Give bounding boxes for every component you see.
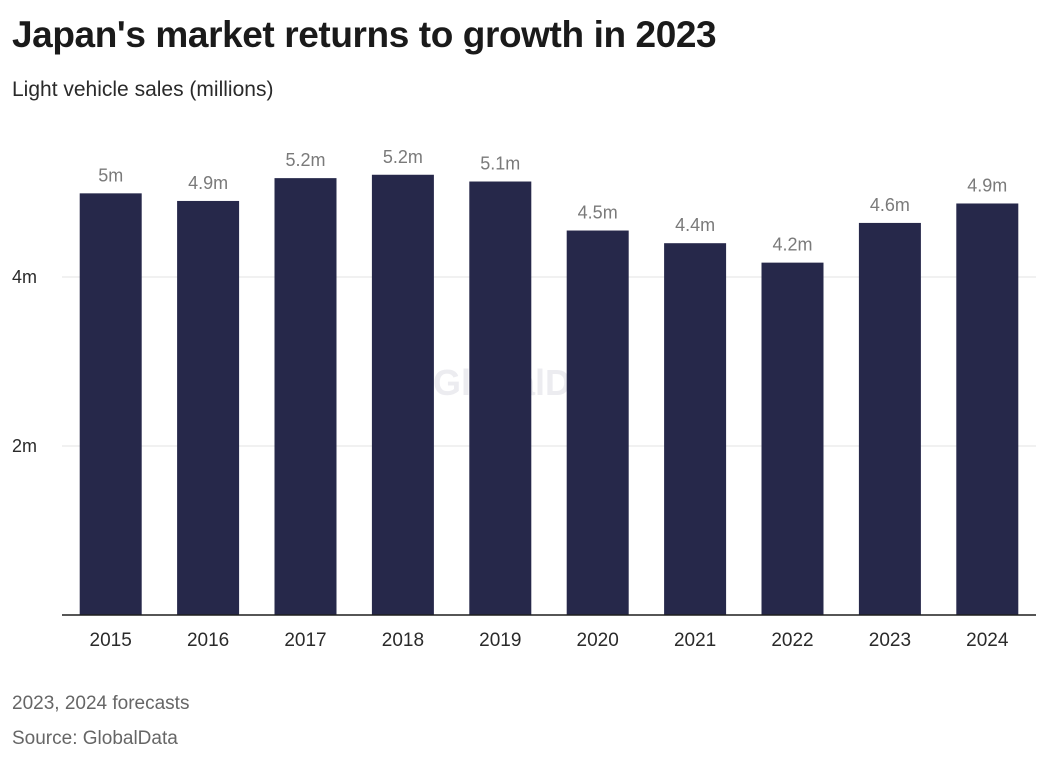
y-tick-label: 4m [12, 267, 37, 287]
bar-2019 [469, 181, 532, 615]
x-tick-label-2024: 2024 [966, 630, 1009, 651]
x-tick-label-2022: 2022 [771, 630, 813, 651]
data-label-2024: 4.9m [967, 175, 1007, 195]
bar-2023 [858, 222, 921, 616]
bar-chart: GlobalData 5m4.9m5.2m5.2m5.1m4.5m4.4m4.2… [12, 147, 1036, 651]
y-tick-label: 2m [12, 436, 37, 456]
x-tick-label-2019: 2019 [479, 630, 521, 651]
x-tick-label-2021: 2021 [674, 630, 716, 651]
x-tick-label-2020: 2020 [577, 630, 619, 651]
data-label-2022: 4.2m [772, 235, 812, 255]
x-tick-label-2016: 2016 [187, 630, 229, 651]
data-label-2015: 5m [98, 165, 123, 185]
data-label-2023: 4.6m [870, 195, 910, 215]
x-tick-label-2023: 2023 [869, 630, 911, 651]
data-label-2020: 4.5m [578, 203, 618, 223]
bar-2021 [664, 243, 727, 615]
bar-2020 [566, 230, 629, 615]
bar-2022 [761, 262, 824, 615]
data-label-2016: 4.9m [188, 173, 228, 193]
data-label-2018: 5.2m [383, 147, 423, 167]
chart-title: Japan's market returns to growth in 2023 [12, 14, 717, 55]
data-label-2021: 4.4m [675, 215, 715, 235]
data-label-2019: 5.1m [480, 154, 520, 174]
x-tick-label-2015: 2015 [90, 630, 132, 651]
bar-2017 [274, 178, 337, 615]
bar-2015 [79, 193, 142, 615]
chart-subtitle: Light vehicle sales (millions) [12, 78, 274, 101]
bar-2024 [956, 203, 1019, 616]
data-labels: 5m 4.9m 5.2m 5.2m 5.1m 4.5m 4.4m 4.2m 4.6m 4.9m [98, 147, 1007, 255]
forecast-note: 2023, 2024 forecasts [12, 693, 190, 714]
x-tick-label-2018: 2018 [382, 630, 424, 651]
axes: 2m 4m 2015 2016 2017 2018 2019 2020 2021 2022 2023… [12, 267, 1036, 651]
x-tick-label-2017: 2017 [284, 630, 326, 651]
data-label-2017: 5.2m [285, 150, 325, 170]
bars [79, 174, 1019, 616]
bar-2018 [371, 174, 434, 615]
source-credit: Source: GlobalData [12, 728, 178, 749]
bar-2016 [177, 200, 240, 615]
